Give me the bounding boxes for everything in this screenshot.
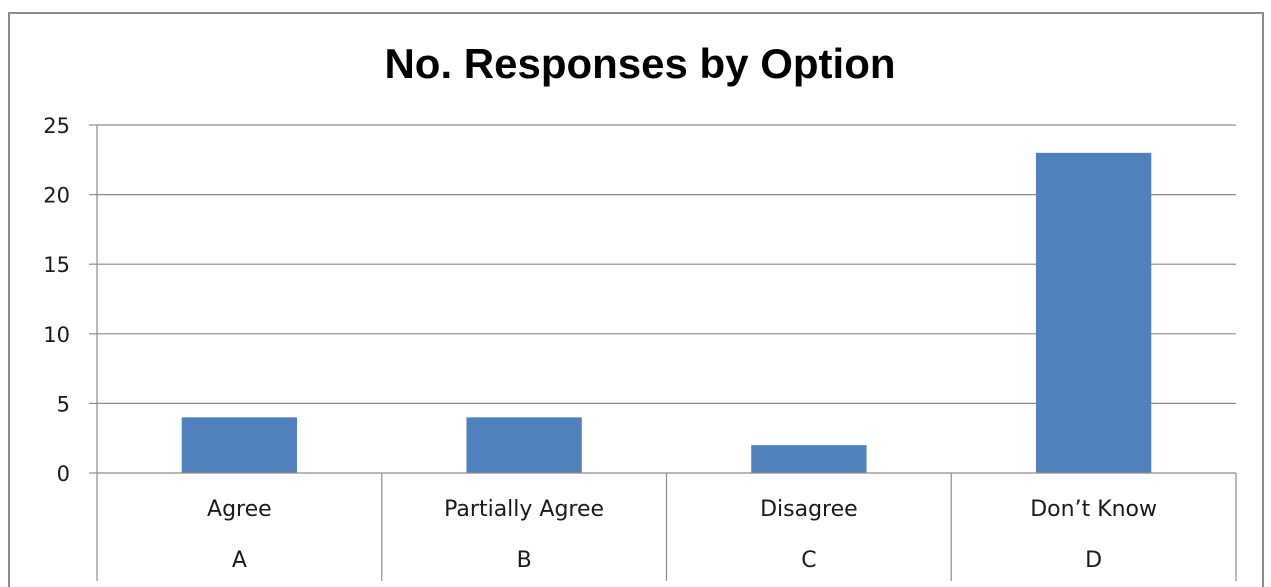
x-category-code: C [801,548,816,573]
x-category-code: D [1085,548,1102,573]
y-tick-label: 25 [43,114,70,138]
bar-c [751,445,867,473]
bar-d [1035,152,1152,473]
y-tick-label: 15 [43,253,70,277]
bar-a [181,417,298,473]
bar-b [466,417,582,473]
x-category-label: Disagree [760,497,858,522]
chart-title: No. Responses by Option [384,40,895,87]
bars [181,152,1152,473]
y-tick-label: 5 [57,392,70,416]
y-tick-label: 0 [57,462,70,486]
y-tick-label: 10 [43,323,70,347]
y-tick-label: 20 [43,184,70,208]
x-category-label: Partially Agree [444,497,604,522]
x-category-code: A [232,548,247,573]
y-axis-ticks: 0 5 10 15 20 25 [43,114,97,486]
x-axis-categories: Agree A Partially Agree B Disagree C Don’t Kno… [207,497,1157,573]
x-category-label: Agree [207,497,272,522]
x-category-label: Don’t Know [1030,497,1157,522]
x-category-code: B [517,548,532,573]
axes [96,125,1237,581]
